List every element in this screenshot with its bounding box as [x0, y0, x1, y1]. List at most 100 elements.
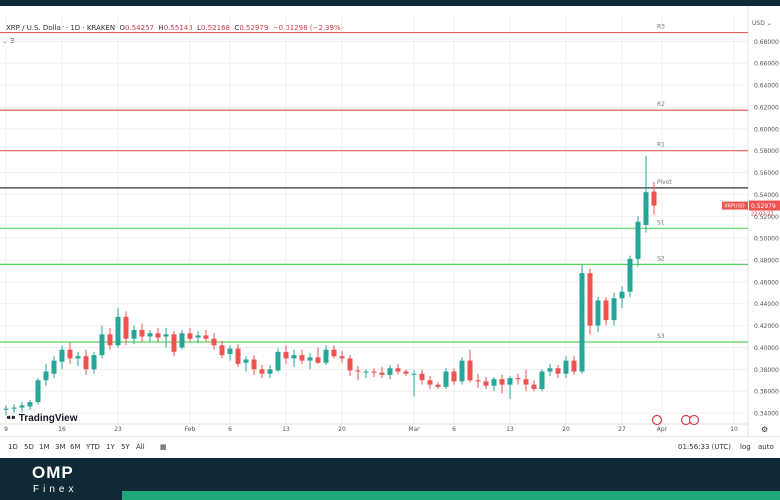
x-tick-label: Mar [408, 426, 420, 433]
level-label-s2: S2 [657, 255, 665, 262]
candle-body [155, 333, 161, 338]
y-tick-label: 0.50000 [754, 236, 779, 243]
y-tick-label: 0.68000 [754, 39, 779, 46]
top-bar [0, 0, 780, 6]
ohlc-h-value: 0.55143 [163, 24, 193, 32]
range-ytd-button[interactable]: YTD [86, 443, 100, 451]
y-tick-label: 0.56000 [754, 170, 779, 177]
x-tick-label: 13 [282, 426, 290, 433]
countdown-text: 22:03:27 [751, 212, 773, 218]
x-tick-label: 23 [114, 426, 122, 433]
tradingview-logo-icon: ⁌⁍ [6, 413, 16, 424]
y-tick-label: 0.52000 [754, 214, 779, 221]
candle-body [523, 379, 529, 385]
candle-body [27, 402, 33, 407]
candle-body [419, 373, 425, 381]
candle-body [115, 316, 121, 346]
y-tick-label: 0.54000 [754, 192, 779, 199]
y-tick-label: 0.34000 [754, 411, 779, 418]
candle-body [595, 300, 601, 326]
ohlc-o-key: O [119, 24, 126, 32]
candle-body [571, 360, 577, 372]
candle-body [579, 273, 585, 372]
candle-body [491, 379, 497, 386]
candle-body [531, 384, 537, 390]
ohlc-o-value: 0.54257 [125, 24, 154, 32]
symbol-title[interactable]: XRP / U.S. Dollar · 1D · KRAKEN [6, 24, 116, 32]
event-flag-icon [688, 414, 700, 426]
range-5d-button[interactable]: 5D [24, 443, 34, 451]
candle-body [211, 338, 217, 346]
candle-body [611, 298, 617, 321]
range-5y-button[interactable]: 5Y [121, 443, 130, 451]
symbol-badge [722, 201, 748, 210]
range-6m-button[interactable]: 6M [70, 443, 81, 451]
candle-body [643, 192, 649, 226]
date-range-icon[interactable]: ▦ [160, 443, 167, 451]
auto-scale-toggle[interactable]: auto [758, 443, 774, 451]
candle-body [307, 357, 313, 361]
price-chart[interactable]: 0.34000 0.36000 0.38000 0.40000 0.42000 0.440… [0, 6, 780, 436]
candle-body [283, 351, 289, 359]
candle-body [403, 371, 409, 374]
candle-body [355, 370, 361, 372]
candle-body [11, 407, 17, 409]
candle-body [243, 359, 249, 363]
level-label-r3: R3 [657, 24, 665, 31]
y-tick-label: 0.42000 [754, 323, 779, 330]
level-label-s3: S3 [657, 333, 665, 340]
chart-area[interactable]: XRP / U.S. Dollar · 1D · KRAKEN O0.54257… [0, 6, 780, 436]
range-all-button[interactable]: All [136, 443, 145, 451]
candle-body [83, 356, 89, 370]
candle-body [3, 408, 9, 410]
y-tick-label: 0.62000 [754, 104, 779, 111]
candle-body [107, 334, 113, 346]
y-tick-label: 0.44000 [754, 301, 779, 308]
utc-clock[interactable]: 01:56:33 (UTC) [678, 443, 732, 451]
symbol-badge-text: XRPUSD [724, 204, 745, 210]
price-badge [749, 200, 780, 211]
range-1m-button[interactable]: 1M [39, 443, 50, 451]
candle-body [451, 371, 457, 382]
candle-body [99, 334, 105, 356]
y-tick-label: 0.58000 [754, 148, 779, 155]
range-1y-button[interactable]: 1Y [106, 443, 115, 451]
x-tick-label: 6 [452, 426, 456, 433]
tradingview-logo[interactable]: ⁌⁍ TradingView [6, 413, 78, 424]
ohlc-l-value: 0.52168 [201, 24, 230, 32]
range-3m-button[interactable]: 3M [55, 443, 66, 451]
currency-label: USD ⌄ [752, 20, 772, 27]
candle-body [499, 379, 505, 385]
range-1d-button[interactable]: 1D [8, 443, 18, 451]
y-tick-label: 0.46000 [754, 279, 779, 286]
candle-body [19, 405, 25, 408]
x-tick-label: 20 [562, 426, 570, 433]
event-flag-icon [651, 414, 663, 426]
candle-body [507, 378, 513, 385]
candle-body [427, 380, 433, 385]
y-tick-label: 0.40000 [754, 345, 779, 352]
x-tick-label: Apr [657, 426, 668, 433]
candle-body [35, 380, 41, 403]
y-tick-label: 0.64000 [754, 83, 779, 90]
candle-body [299, 355, 305, 361]
y-tick-label: 0.60000 [754, 126, 779, 133]
candle-body [539, 371, 545, 390]
candle-body [515, 378, 521, 380]
y-tick-label: 0.36000 [754, 389, 779, 396]
log-scale-toggle[interactable]: log [740, 443, 751, 451]
candle-body [91, 355, 97, 370]
candle-body [379, 372, 385, 375]
candle-body [203, 335, 209, 339]
gear-icon: ⚙ [761, 425, 768, 434]
candle-body [147, 333, 153, 337]
level-label-r2: R2 [657, 101, 665, 108]
x-tick-label: 16 [58, 426, 66, 433]
omp-logo-text: OMP [32, 463, 74, 482]
candle-body [315, 357, 321, 363]
candle-body [323, 349, 329, 363]
chart-legend: XRP / U.S. Dollar · 1D · KRAKEN O0.54257… [6, 24, 343, 32]
finex-logo-text: Finex [33, 484, 78, 495]
ohlc-c-key: C [234, 24, 240, 32]
